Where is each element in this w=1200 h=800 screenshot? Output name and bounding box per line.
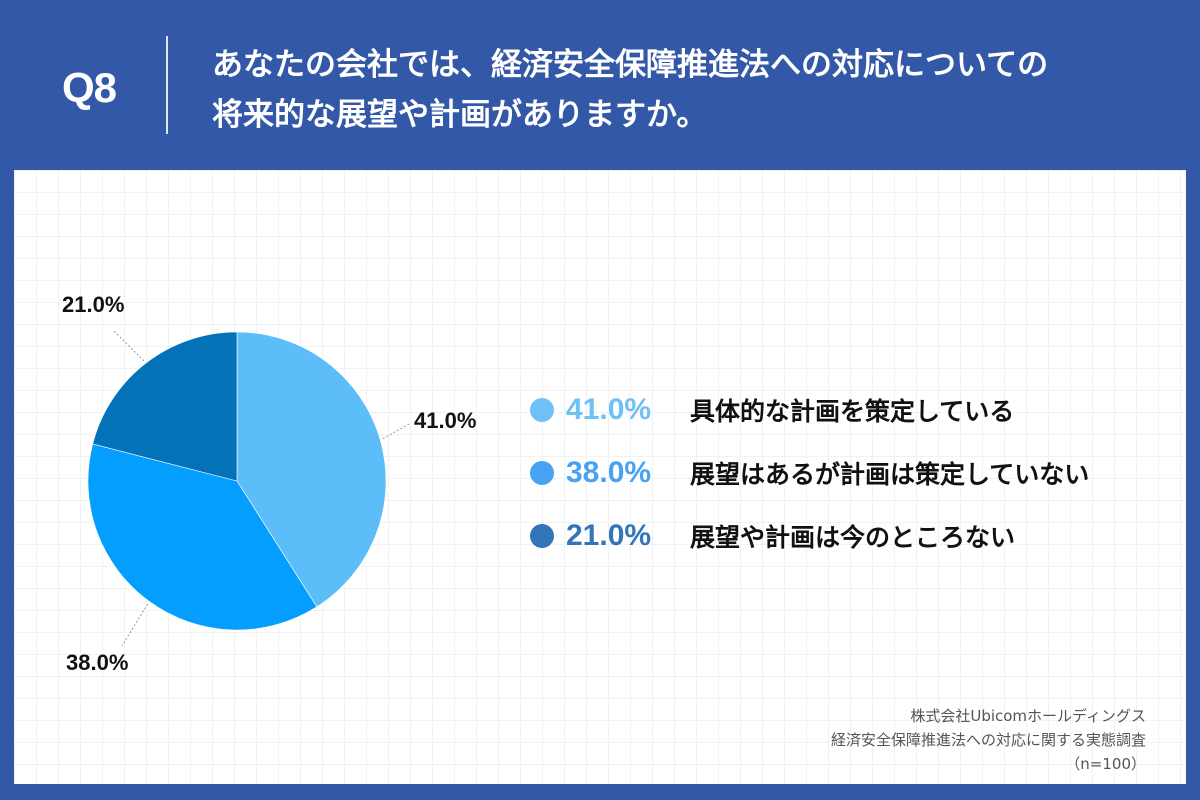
legend-item: 21.0% 展望や計画は今のところない [524, 504, 1089, 567]
question-line-1: あなたの会社では、経済安全保障推進法への対応についての [212, 47, 1049, 83]
header-divider [166, 36, 168, 134]
legend-label: 展望はあるが計画は策定していない [690, 459, 1090, 489]
pie-slice [87, 443, 318, 631]
legend-label: 展望や計画は今のところない [690, 522, 1016, 552]
pie-slice [236, 331, 387, 608]
source-company: 株式会社Ubicomホールディングス [910, 707, 1146, 725]
question-title: あなたの会社では、経済安全保障推進法への対応についての 将来的な展望や計画があり… [212, 40, 1172, 140]
slice-label-38: 38.0% [66, 650, 129, 675]
slice-label-21: 21.0% [62, 292, 125, 317]
legend-item: 38.0% 展望はあるが計画は策定していない [524, 441, 1089, 504]
source-note: 株式会社Ubicomホールディングス 経済安全保障推進法への対応に関する実態調査… [831, 704, 1146, 776]
source-sample: （n=100） [1065, 755, 1146, 773]
question-number: Q8 [62, 64, 117, 111]
legend-label: 具体的な計画を策定している [690, 396, 1015, 426]
legend-dot-icon [530, 397, 554, 422]
leader-line [112, 329, 145, 362]
legend-pct: 21.0% [566, 518, 652, 552]
pie-chart [87, 329, 412, 647]
chart-card: 41.0% 38.0% 21.0% 41.0% 具体的な計画を策定している 38… [14, 170, 1186, 784]
leader-line [382, 422, 412, 440]
slice-label-41: 41.0% [414, 408, 477, 433]
legend-dot-icon [530, 523, 554, 548]
legend: 41.0% 具体的な計画を策定している 38.0% 展望はあるが計画は策定してい… [524, 378, 1089, 567]
legend-dot-icon [530, 460, 554, 485]
question-line-2: 将来的な展望や計画がありますか。 [212, 97, 708, 133]
source-survey: 経済安全保障推進法への対応に関する実態調査 [830, 731, 1146, 749]
legend-pct: 38.0% [566, 455, 652, 489]
header: Q8 あなたの会社では、経済安全保障推進法への対応についての 将来的な展望や計画… [0, 0, 1200, 170]
legend-item: 41.0% 具体的な計画を策定している [524, 378, 1089, 441]
pie-slice [92, 331, 238, 482]
legend-pct: 41.0% [566, 392, 652, 426]
leader-line [121, 603, 149, 647]
